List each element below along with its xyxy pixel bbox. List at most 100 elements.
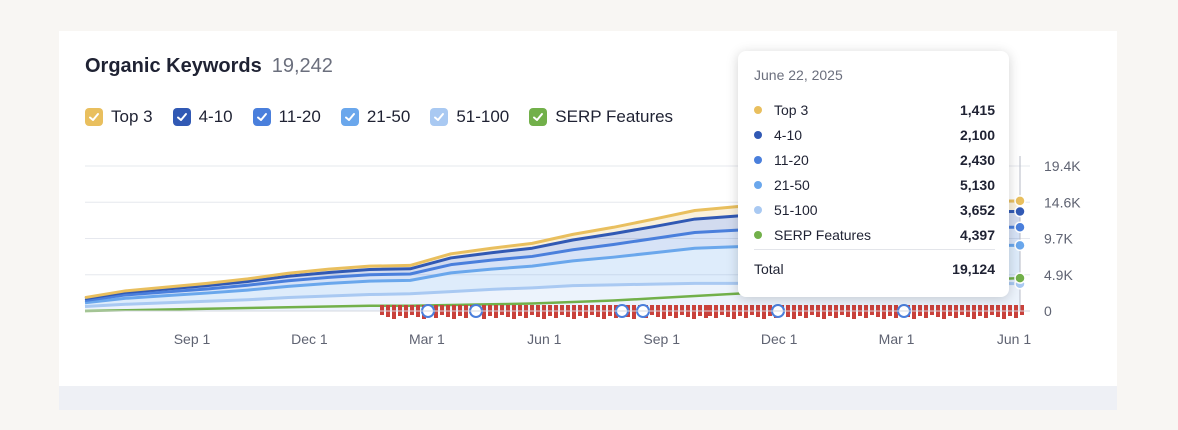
series-dot-icon	[754, 130, 762, 139]
series-dot-icon	[754, 155, 762, 164]
legend-label: SERP Features	[555, 107, 674, 126]
tooltip-row-value: 3,652	[959, 201, 995, 218]
series-dot-icon	[754, 105, 762, 114]
tooltip-row: 51-100 3,652	[754, 197, 995, 222]
annotation-marker	[822, 305, 826, 319]
annotation-marker	[1020, 305, 1024, 315]
tooltip-total: Total 19,124	[754, 261, 995, 277]
legend-label: 51-100	[456, 107, 510, 126]
x-tick-label: Jun 1	[997, 331, 1031, 347]
tooltip-row-label: Top 3	[774, 101, 809, 118]
annotation-marker	[440, 305, 444, 315]
y-tick-label: 0	[1044, 303, 1052, 319]
hover-dot-Top 3	[1014, 195, 1026, 207]
tooltip-row-label: 4-10	[774, 126, 803, 143]
tooltip-row-label: 51-100	[774, 201, 818, 218]
annotation-marker	[572, 305, 576, 319]
annotation-marker	[452, 305, 456, 319]
y-tick-label: 19.4K	[1044, 158, 1081, 174]
tooltip-row: 4-10 2,100	[754, 122, 995, 147]
hover-dot-4-10	[1014, 205, 1026, 218]
x-tick-label: Mar 1	[879, 331, 915, 347]
annotation-marker	[590, 305, 594, 315]
checkbox-icon[interactable]	[85, 108, 103, 126]
annotation-marker	[380, 305, 384, 315]
tooltip-row: SERP Features 4,397	[754, 222, 995, 247]
legend-label: 21-50	[366, 107, 411, 126]
tooltip-row: 21-50 5,130	[754, 172, 995, 197]
annotation-marker	[500, 305, 504, 315]
y-tick-label: 4.9K	[1044, 267, 1073, 283]
tooltip-total-value: 19,124	[952, 261, 995, 277]
annotation-marker	[792, 305, 796, 319]
annotation-marker	[732, 305, 736, 319]
checkbox-icon[interactable]	[430, 108, 449, 126]
tooltip-rows: Top 3 1,415 4-10 2,100 11-20 2,430 21-50 5,130 5…	[754, 97, 995, 247]
legend: Top 3 4-10 11-20 21-50 51-100 SERP Features	[85, 107, 673, 127]
legend-item-51-100[interactable]: 51-100	[430, 107, 509, 127]
hover-dot-serp-features	[1014, 272, 1026, 284]
series-dot-icon	[754, 230, 762, 239]
legend-item-21-50[interactable]: 21-50	[340, 107, 411, 127]
annotation-marker	[912, 305, 916, 319]
series-dot-icon	[754, 180, 762, 189]
annotation-marker	[930, 305, 934, 315]
annotation-marker	[632, 305, 636, 319]
annotation-marker	[840, 305, 844, 315]
x-tick-label: Dec 1	[291, 331, 328, 347]
annotation-marker	[650, 305, 654, 315]
legend-label: 4-10	[198, 107, 233, 126]
legend-item-top-3[interactable]: Top 3	[85, 107, 153, 127]
tooltip-row-label: 11-20	[774, 151, 809, 168]
annotation-marker	[960, 305, 964, 315]
annotation-marker	[942, 305, 946, 319]
tooltip-row-value: 4,397	[959, 226, 995, 243]
tooltip-row-label: 21-50	[774, 176, 810, 193]
annotation-marker	[560, 305, 564, 315]
x-tick-label: Jun 1	[527, 331, 561, 347]
annotation-marker	[482, 305, 486, 319]
tooltip-row-label: SERP Features	[774, 226, 872, 243]
annotation-marker	[882, 305, 886, 319]
annotation-marker	[410, 305, 414, 315]
annotation-marker	[750, 305, 754, 315]
keyword-count: 19,242	[271, 55, 333, 77]
checkbox-icon[interactable]	[340, 108, 359, 126]
annotation-marker	[972, 305, 976, 319]
annotation-marker	[602, 305, 606, 319]
hover-dot-21-50	[1014, 239, 1026, 252]
annotation-marker	[762, 305, 766, 319]
annotation-marker	[852, 305, 856, 319]
annotation-marker	[1002, 305, 1006, 319]
checkbox-icon[interactable]	[529, 108, 548, 126]
title-row: Organic Keywords 19,242	[85, 55, 333, 78]
tooltip-row-value: 2,430	[959, 151, 995, 168]
tooltip-row: 11-20 2,430	[754, 147, 995, 172]
tooltip-row: Top 3 1,415	[754, 97, 995, 122]
x-tick-label: Dec 1	[761, 331, 798, 347]
x-tick-label: Sep 1	[643, 331, 680, 347]
annotation-marker	[692, 305, 696, 319]
chart-title: Organic Keywords	[85, 55, 262, 77]
annotation-marker	[810, 305, 814, 315]
legend-item-4-10[interactable]: 4-10	[172, 107, 233, 127]
legend-item-11-20[interactable]: 11-20	[252, 107, 321, 127]
annotation-marker	[542, 305, 546, 319]
legend-label: Top 3	[111, 107, 153, 126]
tooltip-total-label: Total	[754, 261, 784, 277]
tooltip-date: June 22, 2025	[754, 67, 843, 83]
y-tick-label: 14.6K	[1044, 194, 1081, 210]
y-tick-label: 9.7K	[1044, 231, 1073, 247]
legend-item-serp-features[interactable]: SERP Features	[529, 107, 673, 127]
annotation-marker	[990, 305, 994, 315]
annotation-marker	[662, 305, 666, 319]
annotation-marker	[870, 305, 874, 315]
annotation-marker	[680, 305, 684, 315]
hover-dot-11-20	[1014, 221, 1026, 233]
series-dot-icon	[754, 205, 762, 214]
tooltip-divider	[754, 249, 995, 250]
annotation-marker	[392, 305, 396, 319]
checkbox-icon[interactable]	[172, 108, 191, 126]
checkbox-icon[interactable]	[252, 108, 271, 126]
tooltip: June 22, 2025 Top 3 1,415 4-10 2,100 11-20 2,…	[738, 51, 1009, 297]
